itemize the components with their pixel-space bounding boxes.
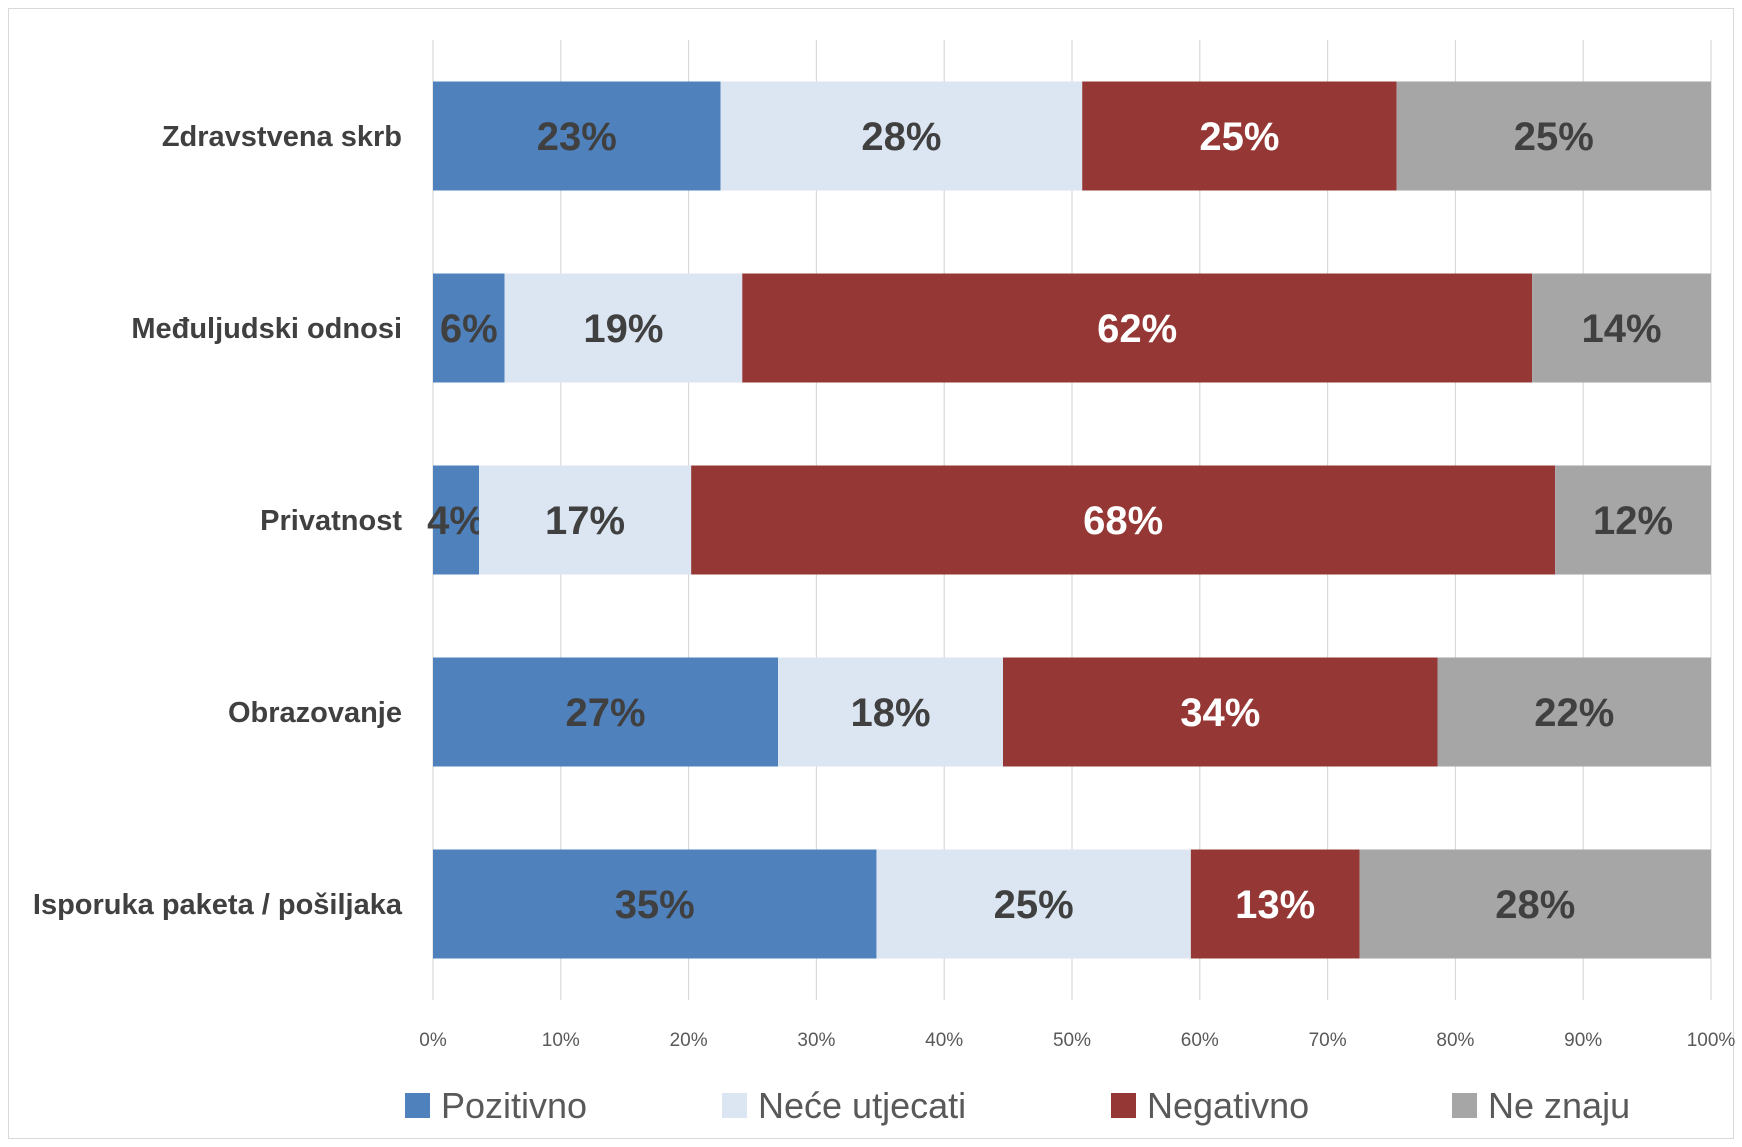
data-label: 22% [1534,691,1614,735]
data-label: 25% [1199,115,1279,159]
bar-segment-negativno [1190,849,1360,959]
bar-segment-negativno [1002,657,1438,767]
category-label: Isporuka paketa / pošiljaka [33,889,403,921]
bar-segment-pozitivno [433,849,877,959]
bar-segment-nece-utjecati [778,657,1003,767]
legend-swatch [1111,1093,1136,1118]
data-label: 17% [545,499,625,543]
data-label: 27% [565,691,645,735]
data-label: 28% [1495,883,1575,927]
x-tick-label: 100% [1687,1030,1736,1051]
x-tick-label: 50% [1053,1030,1091,1051]
bar-segment-ne-znaju [1437,657,1711,767]
bar-segment-pozitivno [433,273,505,383]
bar-segment-nece-utjecati [720,81,1083,191]
data-label: 34% [1180,691,1260,735]
legend-label: Ne znaju [1488,1085,1630,1126]
data-label: 12% [1593,499,1673,543]
x-tick-label: 20% [670,1030,708,1051]
legend-label: Neće utjecati [758,1085,966,1126]
data-label: 23% [537,115,617,159]
x-tick-label: 70% [1309,1030,1347,1051]
x-tick-label: 40% [925,1030,963,1051]
data-label: 62% [1097,307,1177,351]
bar-segment-ne-znaju [1396,81,1711,191]
data-label: 28% [861,115,941,159]
data-label: 13% [1235,883,1315,927]
x-tick-label: 10% [542,1030,580,1051]
x-tick-label: 80% [1436,1030,1474,1051]
legend-swatch [1452,1093,1477,1118]
data-label: 25% [994,883,1074,927]
legend-label: Pozitivno [441,1085,587,1126]
bar-segment-negativno [691,465,1556,575]
x-tick-label: 30% [797,1030,835,1051]
bar-segment-ne-znaju [1555,465,1711,575]
category-label: Privatnost [260,505,402,537]
category-label: Obrazovanje [228,697,402,729]
data-label: 19% [583,307,663,351]
x-tick-label: 90% [1564,1030,1602,1051]
bar-segment-pozitivno [433,465,480,575]
data-label: 35% [615,883,695,927]
data-label: 6% [440,307,498,351]
bar-segment-ne-znaju [1532,273,1711,383]
data-label: 25% [1514,115,1594,159]
bar-segment-ne-znaju [1359,849,1711,959]
x-tick-label: 60% [1181,1030,1219,1051]
data-label: 18% [850,691,930,735]
data-label: 4% [427,499,485,543]
bar-segment-nece-utjecati [504,273,743,383]
legend-label: Negativno [1147,1085,1309,1126]
bar-segment-negativno [1082,81,1397,191]
bar-segment-negativno [742,273,1533,383]
bar-segment-pozitivno [433,657,779,767]
data-label: 14% [1582,307,1662,351]
x-tick-label: 0% [419,1030,447,1051]
bar-segment-nece-utjecati [876,849,1191,959]
data-label: 68% [1083,499,1163,543]
category-label: Zdravstvena skrb [162,121,402,153]
legend-swatch [722,1093,747,1118]
legend-swatch [405,1093,430,1118]
bar-segment-nece-utjecati [479,465,692,575]
bar-segment-pozitivno [433,81,721,191]
category-label: Međuljudski odnosi [131,313,402,345]
